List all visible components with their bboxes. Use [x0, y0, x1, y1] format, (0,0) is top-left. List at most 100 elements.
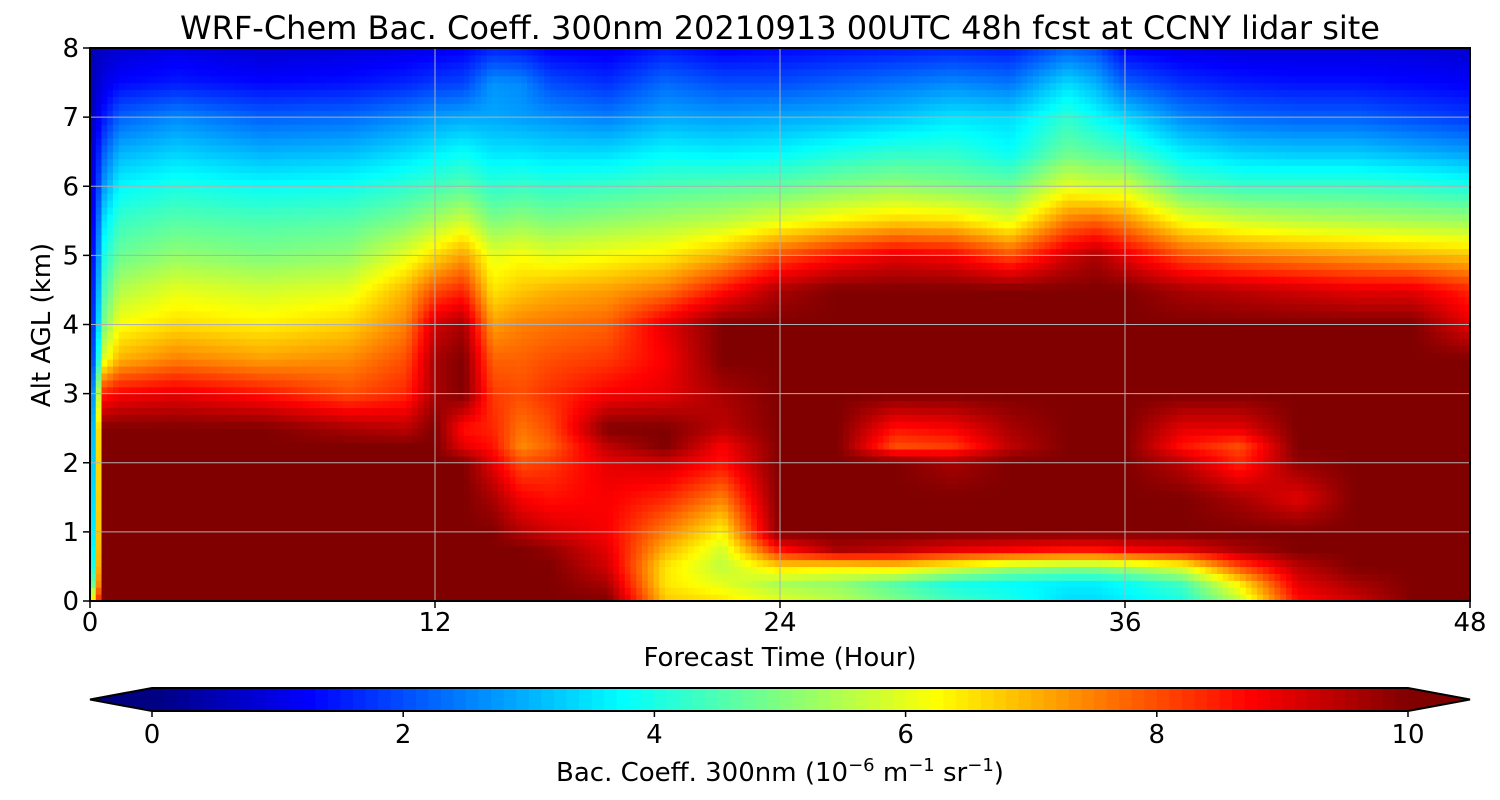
heatmap-cell [182, 573, 189, 581]
heatmap-cell [337, 317, 344, 326]
heatmap-cell [187, 538, 195, 547]
heatmap-cell [320, 158, 327, 167]
heatmap-cell [308, 352, 315, 360]
heatmap-cell [141, 241, 149, 250]
heatmap-cell [141, 372, 149, 381]
heatmap-cell [337, 538, 344, 547]
heatmap-cell [389, 379, 396, 388]
heatmap-cell [182, 511, 189, 519]
heatmap-cell [371, 338, 379, 346]
heatmap-cell [182, 400, 189, 409]
heatmap-cell [256, 130, 264, 139]
heatmap-cell [435, 490, 442, 498]
heatmap-cell [256, 331, 264, 339]
heatmap-cell [337, 151, 344, 160]
heatmap-cell [216, 96, 223, 104]
heatmap-cell [435, 296, 442, 305]
heatmap-cell [377, 538, 384, 547]
heatmap-cell [343, 54, 350, 63]
heatmap-cell [170, 435, 177, 443]
heatmap-cell [101, 400, 108, 409]
heatmap-cell [377, 137, 384, 146]
heatmap-cell [199, 552, 206, 561]
heatmap-cell [205, 172, 212, 180]
heatmap-cell [343, 151, 350, 160]
heatmap-cell [320, 538, 327, 547]
heatmap-cell [170, 110, 177, 118]
heatmap-cell [222, 151, 229, 160]
heatmap-cell [366, 68, 373, 77]
heatmap-cell [193, 531, 200, 540]
heatmap-cell [101, 158, 108, 167]
heatmap-cell [216, 255, 223, 263]
heatmap-cell [348, 144, 356, 153]
heatmap-cell [164, 68, 172, 77]
heatmap-cell [159, 213, 166, 222]
heatmap-cell [147, 407, 154, 415]
heatmap-cell [136, 96, 143, 104]
heatmap-cell [435, 144, 442, 153]
heatmap-cell [417, 511, 425, 519]
heatmap-cell [354, 518, 361, 526]
heatmap-cell [308, 483, 315, 491]
heatmap-cell [291, 483, 298, 491]
heatmap-cell [435, 151, 442, 160]
heatmap-cell [314, 248, 321, 256]
heatmap-cell [394, 504, 402, 512]
heatmap-cell [216, 531, 223, 540]
heatmap-cell [291, 504, 298, 512]
heatmap-cell [302, 317, 310, 326]
heatmap-cell [107, 227, 114, 236]
heatmap-cell [193, 89, 200, 97]
heatmap-cell [320, 303, 327, 312]
heatmap-cell [113, 137, 120, 146]
heatmap-cell [199, 524, 206, 533]
heatmap-cell [233, 75, 241, 84]
heatmap-cell [233, 448, 241, 457]
heatmap-cell [291, 303, 298, 312]
heatmap-cell [371, 234, 379, 243]
heatmap-cell [360, 324, 367, 333]
heatmap-cell [274, 158, 281, 167]
heatmap-cell [274, 345, 281, 353]
heatmap-cell [268, 338, 275, 346]
heatmap-cell [348, 497, 356, 505]
heatmap-cell [423, 545, 430, 554]
heatmap-cell [262, 365, 269, 374]
heatmap-cell [107, 580, 114, 588]
heatmap-cell [90, 566, 97, 574]
heatmap-cell [291, 587, 298, 595]
heatmap-cell [159, 428, 166, 436]
heatmap-cell [406, 538, 413, 547]
heatmap-cell [222, 89, 229, 97]
heatmap-cell [256, 552, 264, 561]
heatmap-cell [412, 573, 419, 581]
heatmap-cell [377, 248, 384, 256]
heatmap-cell [187, 48, 195, 56]
heatmap-cell [262, 552, 269, 561]
heatmap-cell [348, 462, 356, 471]
heatmap-cell [118, 352, 126, 360]
heatmap-cell [435, 89, 442, 97]
heatmap-cell [124, 48, 131, 56]
heatmap-cell [331, 483, 338, 491]
heatmap-cell [118, 276, 126, 284]
heatmap-cell [348, 338, 356, 346]
heatmap-cell [383, 296, 390, 305]
heatmap-cell [383, 338, 390, 346]
heatmap-cell [130, 110, 137, 118]
heatmap-cell [331, 386, 338, 395]
heatmap-cell [325, 269, 333, 277]
heatmap-cell [164, 130, 172, 139]
heatmap-cell [440, 220, 448, 229]
heatmap-cell [113, 213, 120, 222]
heatmap-cell [354, 421, 361, 429]
heatmap-cell [291, 82, 298, 91]
heatmap-cell [262, 524, 269, 533]
heatmap-cell [383, 103, 390, 111]
heatmap-cell [360, 61, 367, 70]
heatmap-cell [136, 296, 143, 305]
heatmap-cell [147, 186, 154, 194]
heatmap-cell [262, 435, 269, 443]
heatmap-cell [239, 200, 246, 208]
